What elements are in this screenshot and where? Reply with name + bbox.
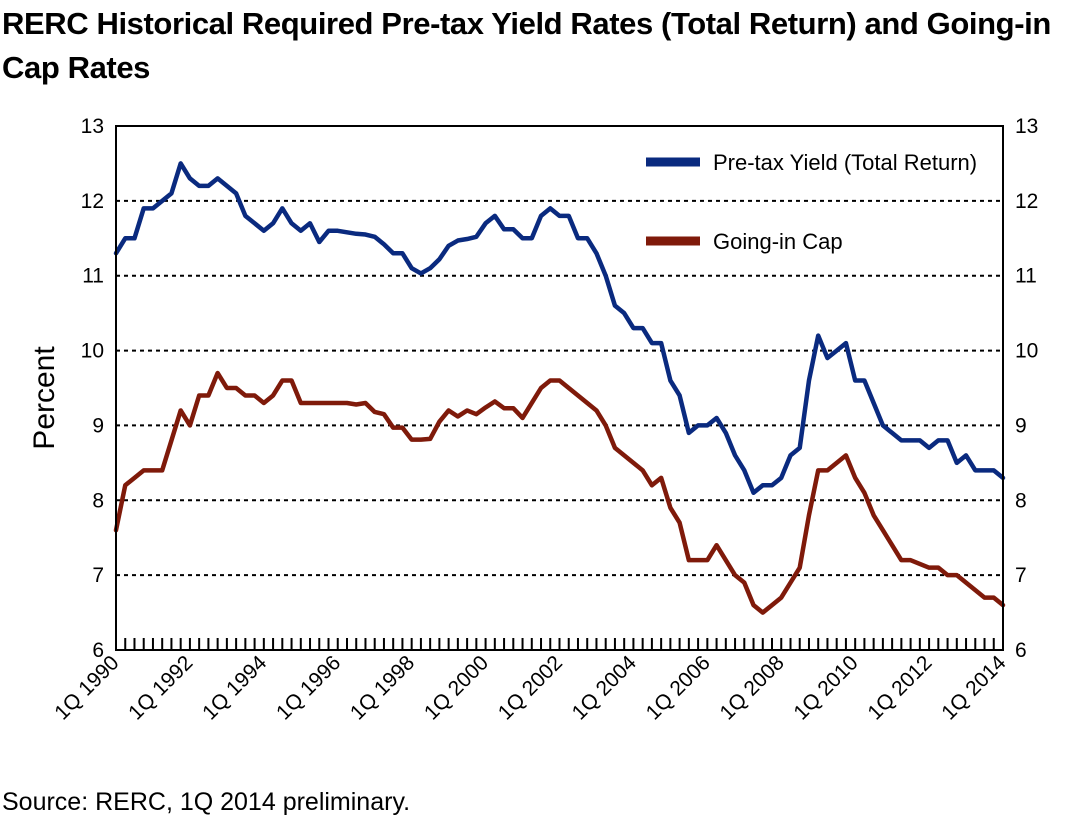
x-tick-label: 1Q 2000 [420, 651, 493, 724]
y-tick-right-7: 7 [1015, 564, 1027, 587]
x-tick-label: 1Q 1994 [198, 651, 271, 724]
quarter-ticks [115, 638, 1004, 650]
legend: Pre-tax Yield (Total Return) Going-in Cap [646, 150, 977, 254]
y-tick-right-6: 6 [1015, 639, 1027, 662]
x-tick-label: 1Q 2004 [568, 651, 641, 724]
y-tick-left-12: 12 [81, 190, 104, 213]
plot-frame [115, 125, 1004, 651]
legend-label-pre-tax-yield: Pre-tax Yield (Total Return) [713, 150, 977, 175]
x-axis: 1Q 1990 1Q 1992 1Q 1994 1Q 1996 1Q 1998 1Q 20… [50, 651, 1010, 724]
x-tick-label: 1Q 1998 [346, 651, 419, 724]
x-tick-label: 1Q 1996 [272, 651, 345, 724]
x-tick-label: 1Q 2008 [716, 651, 789, 724]
x-tick-label: 1Q 2006 [642, 651, 715, 724]
x-tick-label: 1Q 2014 [937, 651, 1010, 724]
y-tick-right-12: 12 [1015, 190, 1038, 213]
y-tick-right-13: 13 [1015, 115, 1038, 138]
y-tick-right-8: 8 [1015, 489, 1027, 512]
y-axis-right: 6 7 8 9 10 11 12 13 [1015, 115, 1038, 662]
x-tick-label: 1Q 2010 [789, 651, 862, 724]
source-note: Source: RERC, 1Q 2014 preliminary. [2, 788, 411, 816]
y-tick-left-8: 8 [92, 489, 104, 512]
y-axis-left: 6 7 8 9 10 11 12 13 [81, 115, 104, 662]
y-tick-left-7: 7 [92, 564, 104, 587]
chart-title: RERC Historical Required Pre-tax Yield R… [2, 6, 1051, 85]
x-tick-label: 1Q 1992 [124, 651, 197, 724]
y-tick-right-9: 9 [1015, 414, 1027, 437]
y-tick-right-11: 11 [1015, 265, 1037, 288]
y-tick-left-6: 6 [92, 639, 104, 662]
series-lines [113, 161, 1006, 615]
gridlines [116, 199, 1003, 577]
x-tick-label: 1Q 1990 [50, 651, 123, 724]
y-tick-left-9: 9 [92, 414, 104, 437]
y-tick-right-10: 10 [1015, 340, 1038, 363]
y-tick-left-13: 13 [81, 115, 104, 138]
y-tick-left-11: 11 [82, 265, 104, 288]
y-axis-label: Percent [28, 346, 61, 450]
y-tick-left-10: 10 [81, 340, 104, 363]
series-line-pre-tax-yield [113, 161, 1006, 496]
series-line-going-in-cap [113, 370, 1006, 615]
legend-label-going-in-cap: Going-in Cap [713, 229, 843, 254]
x-tick-label: 1Q 2002 [494, 651, 567, 724]
x-tick-label: 1Q 2012 [863, 651, 936, 724]
